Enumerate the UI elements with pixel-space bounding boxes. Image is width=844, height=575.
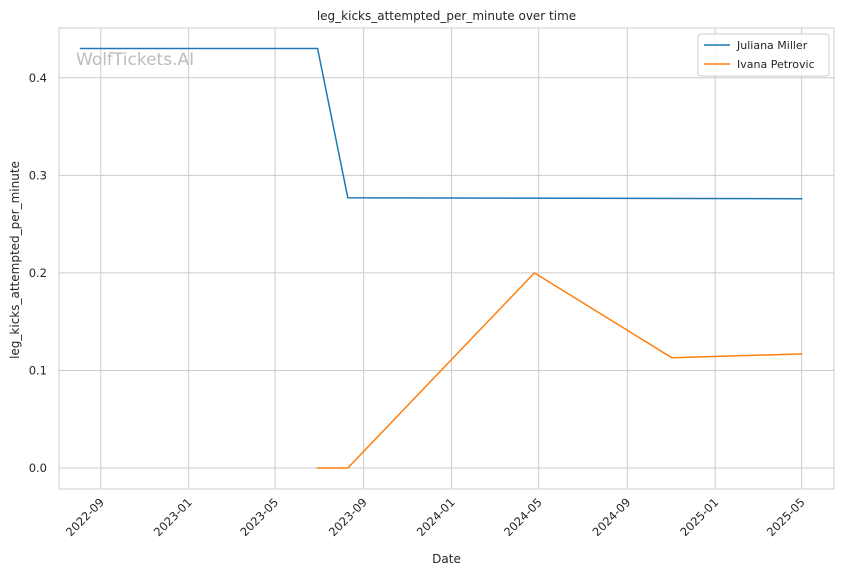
y-tick-label: 0.1 <box>29 363 47 377</box>
legend: Juliana Miller Ivana Petrovic <box>697 33 830 77</box>
y-tick-label: 0.0 <box>29 461 47 475</box>
x-axis-label: Date <box>432 552 461 566</box>
series-line-ivana-petrovic <box>316 272 803 469</box>
plot-area-frame <box>58 27 835 490</box>
y-axis-label: leg_kicks_attempted_per_minute <box>8 161 22 359</box>
y-tick-label: 0.3 <box>29 168 47 182</box>
y-tick-label: 0.4 <box>29 71 47 85</box>
series-layer <box>79 47 803 469</box>
y-tick-labels: 0.0 0.1 0.2 0.3 0.4 <box>29 71 47 475</box>
grid-lines <box>59 28 834 489</box>
chart-title: leg_kicks_attempted_per_minute over time <box>317 9 576 23</box>
watermark-text: WolfTickets.AI <box>76 50 194 70</box>
legend-box <box>697 33 830 77</box>
legend-label-juliana-miller: Juliana Miller <box>736 39 808 52</box>
y-tick-label: 0.2 <box>29 266 47 280</box>
legend-label-ivana-petrovic: Ivana Petrovic <box>737 58 815 71</box>
series-line-juliana-miller <box>79 47 803 200</box>
